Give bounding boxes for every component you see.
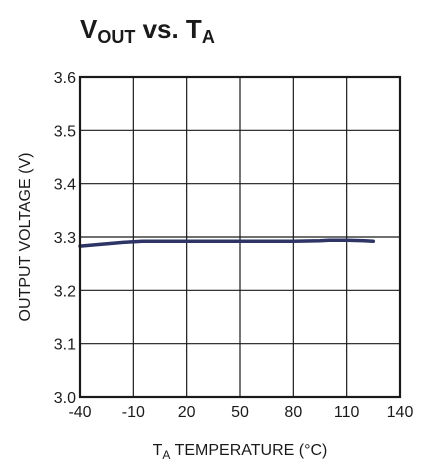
y-tick-labels: 3.03.13.23.33.43.53.6 <box>54 70 76 407</box>
y-tick-label: 3.4 <box>54 177 76 194</box>
y-tick-label: 3.2 <box>54 283 76 300</box>
xlabel-t: T <box>153 442 163 459</box>
y-axis-label: OUTPUT VOLTAGE (V) <box>17 153 34 322</box>
x-tick-label: 80 <box>284 404 302 421</box>
x-tick-label: 140 <box>387 404 414 421</box>
series-layer <box>80 240 373 246</box>
y-tick-label: 3.5 <box>54 123 76 140</box>
grid <box>80 77 400 397</box>
x-tick-label: 50 <box>231 404 249 421</box>
xlabel-a-subscript: A <box>162 448 170 462</box>
x-tick-labels: -40 -10 20 50 80 110 140 <box>68 404 413 421</box>
x-tick-label: 20 <box>178 404 196 421</box>
y-tick-label: 3.6 <box>54 70 76 87</box>
title-v: V <box>80 14 98 44</box>
xlabel-rest: TEMPERATURE (°C) <box>170 442 327 459</box>
y-tick-label: 3.3 <box>54 230 76 247</box>
x-tick-label: -40 <box>68 404 91 421</box>
x-tick-label: 110 <box>334 404 360 421</box>
title-a-subscript: A <box>202 27 215 47</box>
series-line <box>80 240 373 246</box>
x-tick-label: -10 <box>122 404 145 421</box>
y-tick-label: 3.1 <box>54 337 76 354</box>
chart-title: VOUT vs. TA <box>80 14 215 47</box>
title-vs: vs. T <box>135 14 202 44</box>
title-out-subscript: OUT <box>97 27 135 47</box>
x-axis-label: TA TEMPERATURE (°C) <box>153 442 328 462</box>
